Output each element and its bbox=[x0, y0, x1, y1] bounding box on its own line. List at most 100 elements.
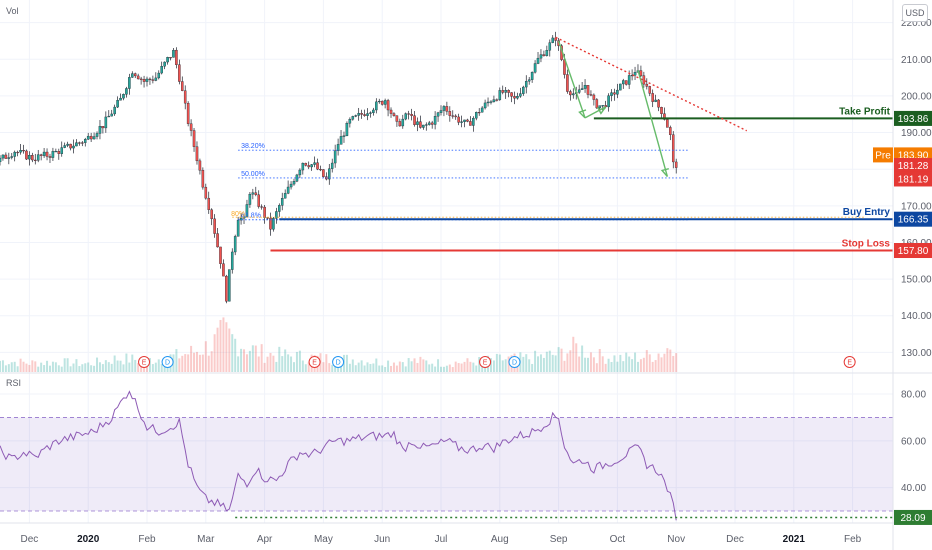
arrow-head bbox=[578, 109, 587, 119]
event-marker[interactable] bbox=[479, 356, 492, 368]
candle-body bbox=[66, 143, 69, 146]
candle-body bbox=[175, 49, 178, 65]
volume-bar bbox=[437, 359, 440, 372]
candle-body bbox=[342, 135, 346, 137]
candle-body bbox=[313, 162, 316, 165]
volume-bar bbox=[31, 360, 34, 372]
volume-bar bbox=[116, 360, 119, 372]
trade-level-label: Buy Entry bbox=[843, 207, 891, 218]
volume-bar bbox=[181, 355, 184, 372]
price-badge: 181.19 bbox=[898, 174, 929, 185]
level-badge-bg bbox=[894, 211, 932, 227]
volume-bar bbox=[28, 364, 31, 372]
candle-body bbox=[530, 72, 534, 80]
trade-level-label: Stop Loss bbox=[842, 239, 891, 250]
volume-bar bbox=[243, 349, 246, 372]
event-marker[interactable] bbox=[161, 356, 174, 368]
volume-bar bbox=[201, 354, 204, 372]
volume-bar bbox=[345, 354, 348, 372]
event-marker[interactable] bbox=[138, 356, 151, 368]
volume-bar bbox=[648, 354, 651, 372]
candle-body bbox=[107, 115, 111, 118]
trendline bbox=[555, 36, 748, 132]
candle-body bbox=[28, 154, 31, 160]
fib-level-label: 61.8% bbox=[241, 213, 261, 220]
candle-body bbox=[251, 192, 255, 195]
volume-bar bbox=[287, 354, 290, 372]
volume-bar bbox=[293, 362, 295, 372]
volume-bar bbox=[175, 349, 178, 372]
candle-body bbox=[39, 154, 43, 156]
volume-bar bbox=[13, 361, 16, 372]
volume-bar bbox=[651, 361, 654, 372]
candle-body bbox=[266, 217, 269, 219]
volume-bar bbox=[554, 355, 557, 372]
candle-body bbox=[660, 107, 663, 114]
candle-body bbox=[642, 75, 646, 85]
y-tick-label: 200.00 bbox=[901, 91, 932, 102]
volume-bar bbox=[22, 361, 25, 372]
volume-bar bbox=[551, 354, 554, 372]
arrow-head bbox=[660, 167, 669, 177]
candle-body bbox=[316, 162, 319, 170]
volume-bar bbox=[666, 348, 669, 372]
candle-body bbox=[457, 116, 460, 123]
volume-bar bbox=[342, 354, 345, 372]
event-marker[interactable] bbox=[843, 356, 856, 368]
candle-body bbox=[4, 154, 8, 159]
volume-bar bbox=[416, 362, 419, 372]
candle-body bbox=[398, 121, 402, 127]
candle-body bbox=[551, 37, 554, 43]
volume-bar bbox=[34, 361, 37, 372]
candle-body bbox=[336, 144, 340, 151]
candle-body bbox=[133, 73, 137, 77]
candle-body bbox=[307, 165, 310, 168]
candle-body bbox=[289, 183, 293, 188]
candle-body bbox=[674, 161, 678, 168]
rsi-label: RSI bbox=[6, 378, 21, 388]
volume-bar bbox=[307, 362, 310, 372]
volume-bar bbox=[639, 359, 642, 372]
candle-body bbox=[7, 157, 11, 159]
candle-body bbox=[419, 121, 422, 128]
volume-bar bbox=[545, 351, 548, 372]
volume-bar bbox=[16, 366, 19, 372]
volume-bar bbox=[119, 360, 122, 372]
candle-body bbox=[633, 72, 637, 76]
candle-body bbox=[36, 154, 40, 161]
volume-bar bbox=[354, 365, 357, 372]
pre-market-tag-bg bbox=[873, 147, 893, 163]
volume-bar bbox=[392, 362, 395, 372]
volume-bar bbox=[587, 357, 589, 372]
candle-body bbox=[545, 50, 549, 56]
volume-bar bbox=[492, 360, 495, 372]
y-tick-label: 210.00 bbox=[901, 55, 932, 66]
candle-body bbox=[433, 116, 437, 125]
candle-body bbox=[178, 64, 181, 82]
x-tick-label: Mar bbox=[197, 534, 215, 545]
x-tick-label: 2020 bbox=[77, 534, 100, 545]
volume-bar bbox=[266, 356, 269, 372]
volume-bar bbox=[560, 348, 563, 372]
volume-bar bbox=[604, 363, 607, 372]
volume-bar bbox=[631, 359, 634, 372]
candle-body bbox=[439, 110, 443, 113]
volume-bar bbox=[219, 319, 222, 372]
event-marker[interactable] bbox=[508, 356, 521, 368]
candle-body bbox=[404, 113, 407, 120]
volume-bar bbox=[619, 354, 622, 372]
volume-bar bbox=[381, 365, 384, 372]
volume-bar bbox=[1, 360, 4, 372]
event-marker[interactable] bbox=[308, 356, 321, 368]
candle-body bbox=[392, 113, 396, 116]
volume-bar bbox=[557, 347, 560, 372]
currency-button[interactable]: USD bbox=[902, 4, 928, 22]
volume-bar bbox=[151, 364, 154, 372]
event-marker[interactable] bbox=[332, 356, 345, 368]
candle-body bbox=[613, 92, 616, 95]
event-marker-label: E bbox=[483, 360, 488, 367]
candle-body bbox=[539, 54, 543, 59]
volume-bar bbox=[284, 349, 287, 372]
